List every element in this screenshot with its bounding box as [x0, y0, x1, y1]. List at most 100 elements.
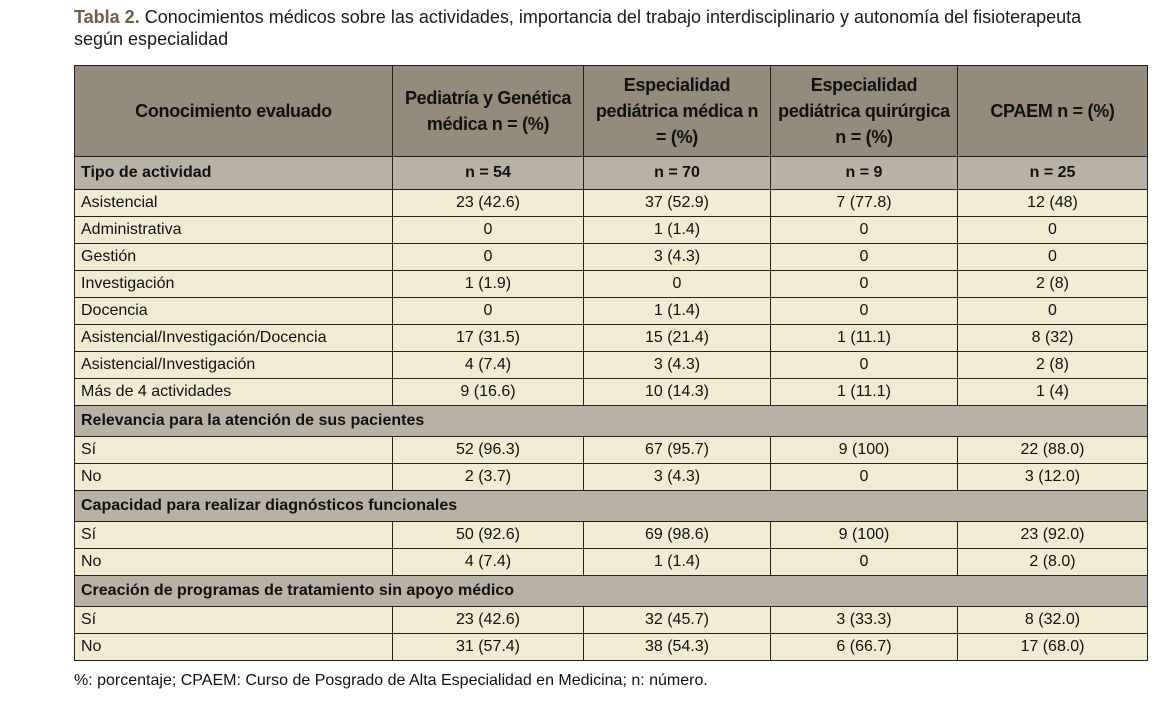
cell: 23 (42.6)	[392, 606, 584, 634]
cell: 0	[392, 243, 584, 271]
table-row: No 31 (57.4) 38 (54.3) 6 (66.7) 17 (68.0)	[74, 633, 1148, 661]
cell: Sí	[74, 521, 393, 549]
section-title: Creación de programas de tratamiento sin…	[74, 575, 1148, 607]
table-row: Sí 52 (96.3) 67 (95.7) 9 (100) 22 (88.0)	[74, 436, 1148, 464]
cell: 69 (98.6)	[583, 521, 771, 549]
cell: 3 (4.3)	[583, 351, 771, 379]
col-header: Especialidad pediátrica quirúrgica n = (…	[770, 65, 958, 157]
footnote: %: porcentaje; CPAEM: Curso de Posgrado …	[74, 672, 708, 689]
cell: n = 9	[770, 156, 958, 190]
cell: 1 (1.4)	[583, 216, 771, 244]
table-row: Docencia 0 1 (1.4) 0 0	[74, 297, 1148, 325]
caption-text: Conocimientos médicos sobre las activida…	[74, 7, 1082, 49]
cell: 8 (32.0)	[957, 606, 1148, 634]
subheader-row: Tipo de actividad n = 54 n = 70 n = 9 n …	[74, 156, 1148, 190]
cell: 31 (57.4)	[392, 633, 584, 661]
col-header: Pediatría y Genética médica n = (%)	[392, 65, 584, 157]
cell: 15 (21.4)	[583, 324, 771, 352]
col-header: CPAEM n = (%)	[957, 65, 1148, 157]
col-header: Especialidad pediátrica médica n = (%)	[583, 65, 771, 157]
cell: 52 (96.3)	[392, 436, 584, 464]
cell: 0	[770, 270, 958, 298]
cell: 0	[770, 243, 958, 271]
cell: Asistencial	[74, 189, 393, 217]
section-title: Capacidad para realizar diagnósticos fun…	[74, 490, 1148, 522]
cell: 4 (7.4)	[392, 548, 584, 576]
table-row: Administrativa 0 1 (1.4) 0 0	[74, 216, 1148, 244]
table-row: Sí 23 (42.6) 32 (45.7) 3 (33.3) 8 (32.0)	[74, 606, 1148, 634]
cell: 1 (11.1)	[770, 324, 958, 352]
cell: 10 (14.3)	[583, 378, 771, 406]
table-row: Investigación 1 (1.9) 0 0 2 (8)	[74, 270, 1148, 298]
cell: Sí	[74, 436, 393, 464]
cell: Tipo de actividad	[74, 156, 393, 190]
cell: No	[74, 463, 393, 491]
cell: No	[74, 548, 393, 576]
table-row: Sí 50 (92.6) 69 (98.6) 9 (100) 23 (92.0)	[74, 521, 1148, 549]
cell: 1 (1.4)	[583, 548, 771, 576]
cell: 0	[392, 216, 584, 244]
cell: n = 54	[392, 156, 584, 190]
cell: 2 (8)	[957, 351, 1148, 379]
table-row: No 4 (7.4) 1 (1.4) 0 2 (8.0)	[74, 548, 1148, 576]
table-row: Gestión 0 3 (4.3) 0 0	[74, 243, 1148, 271]
cell: 32 (45.7)	[583, 606, 771, 634]
cell: Asistencial/Investigación/Docencia	[74, 324, 393, 352]
cell: 1 (1.4)	[583, 297, 771, 325]
cell: 1 (1.9)	[392, 270, 584, 298]
cell: 3 (33.3)	[770, 606, 958, 634]
cell: 2 (3.7)	[392, 463, 584, 491]
cell: 67 (95.7)	[583, 436, 771, 464]
cell: Investigación	[74, 270, 393, 298]
cell: 23 (92.0)	[957, 521, 1148, 549]
cell: Sí	[74, 606, 393, 634]
cell: 17 (31.5)	[392, 324, 584, 352]
cell: 0	[770, 548, 958, 576]
cell: 0	[583, 270, 771, 298]
cell: Más de 4 actividades	[74, 378, 393, 406]
col-header: Conocimiento evaluado	[74, 65, 393, 157]
section-row: Relevancia para la atención de sus pacie…	[74, 405, 1148, 437]
cell: 12 (48)	[957, 189, 1148, 217]
cell: 0	[770, 297, 958, 325]
cell: 1 (4)	[957, 378, 1148, 406]
cell: 0	[392, 297, 584, 325]
cell: 3 (4.3)	[583, 243, 771, 271]
table-caption: Tabla 2. Conocimientos médicos sobre las…	[74, 6, 1134, 50]
cell: n = 25	[957, 156, 1148, 190]
section-title: Relevancia para la atención de sus pacie…	[74, 405, 1148, 437]
cell: 38 (54.3)	[583, 633, 771, 661]
caption-label: Tabla 2.	[74, 7, 140, 27]
cell: 0	[957, 243, 1148, 271]
cell: 3 (12.0)	[957, 463, 1148, 491]
section-row: Creación de programas de tratamiento sin…	[74, 575, 1148, 607]
header-row: Conocimiento evaluado Pediatría y Genéti…	[74, 65, 1148, 157]
cell: 37 (52.9)	[583, 189, 771, 217]
table-row: Asistencial 23 (42.6) 37 (52.9) 7 (77.8) 12 …	[74, 189, 1148, 217]
cell: 0	[957, 216, 1148, 244]
cell: 6 (66.7)	[770, 633, 958, 661]
table-row: No 2 (3.7) 3 (4.3) 0 3 (12.0)	[74, 463, 1148, 491]
cell: 3 (4.3)	[583, 463, 771, 491]
cell: n = 70	[583, 156, 771, 190]
cell: Docencia	[74, 297, 393, 325]
cell: Administrativa	[74, 216, 393, 244]
cell: 17 (68.0)	[957, 633, 1148, 661]
cell: 2 (8.0)	[957, 548, 1148, 576]
table-row: Asistencial/Investigación/Docencia 17 (31…	[74, 324, 1148, 352]
cell: 0	[957, 297, 1148, 325]
cell: 2 (8)	[957, 270, 1148, 298]
cell: 4 (7.4)	[392, 351, 584, 379]
cell: 7 (77.8)	[770, 189, 958, 217]
cell: No	[74, 633, 393, 661]
cell: 23 (42.6)	[392, 189, 584, 217]
cell: 9 (100)	[770, 521, 958, 549]
cell: 0	[770, 216, 958, 244]
cell: Gestión	[74, 243, 393, 271]
cell: 9 (16.6)	[392, 378, 584, 406]
table-row: Asistencial/Investigación 4 (7.4) 3 (4.3) 0…	[74, 351, 1148, 379]
cell: 0	[770, 351, 958, 379]
cell: 22 (88.0)	[957, 436, 1148, 464]
cell: 0	[770, 463, 958, 491]
cell: Asistencial/Investigación	[74, 351, 393, 379]
